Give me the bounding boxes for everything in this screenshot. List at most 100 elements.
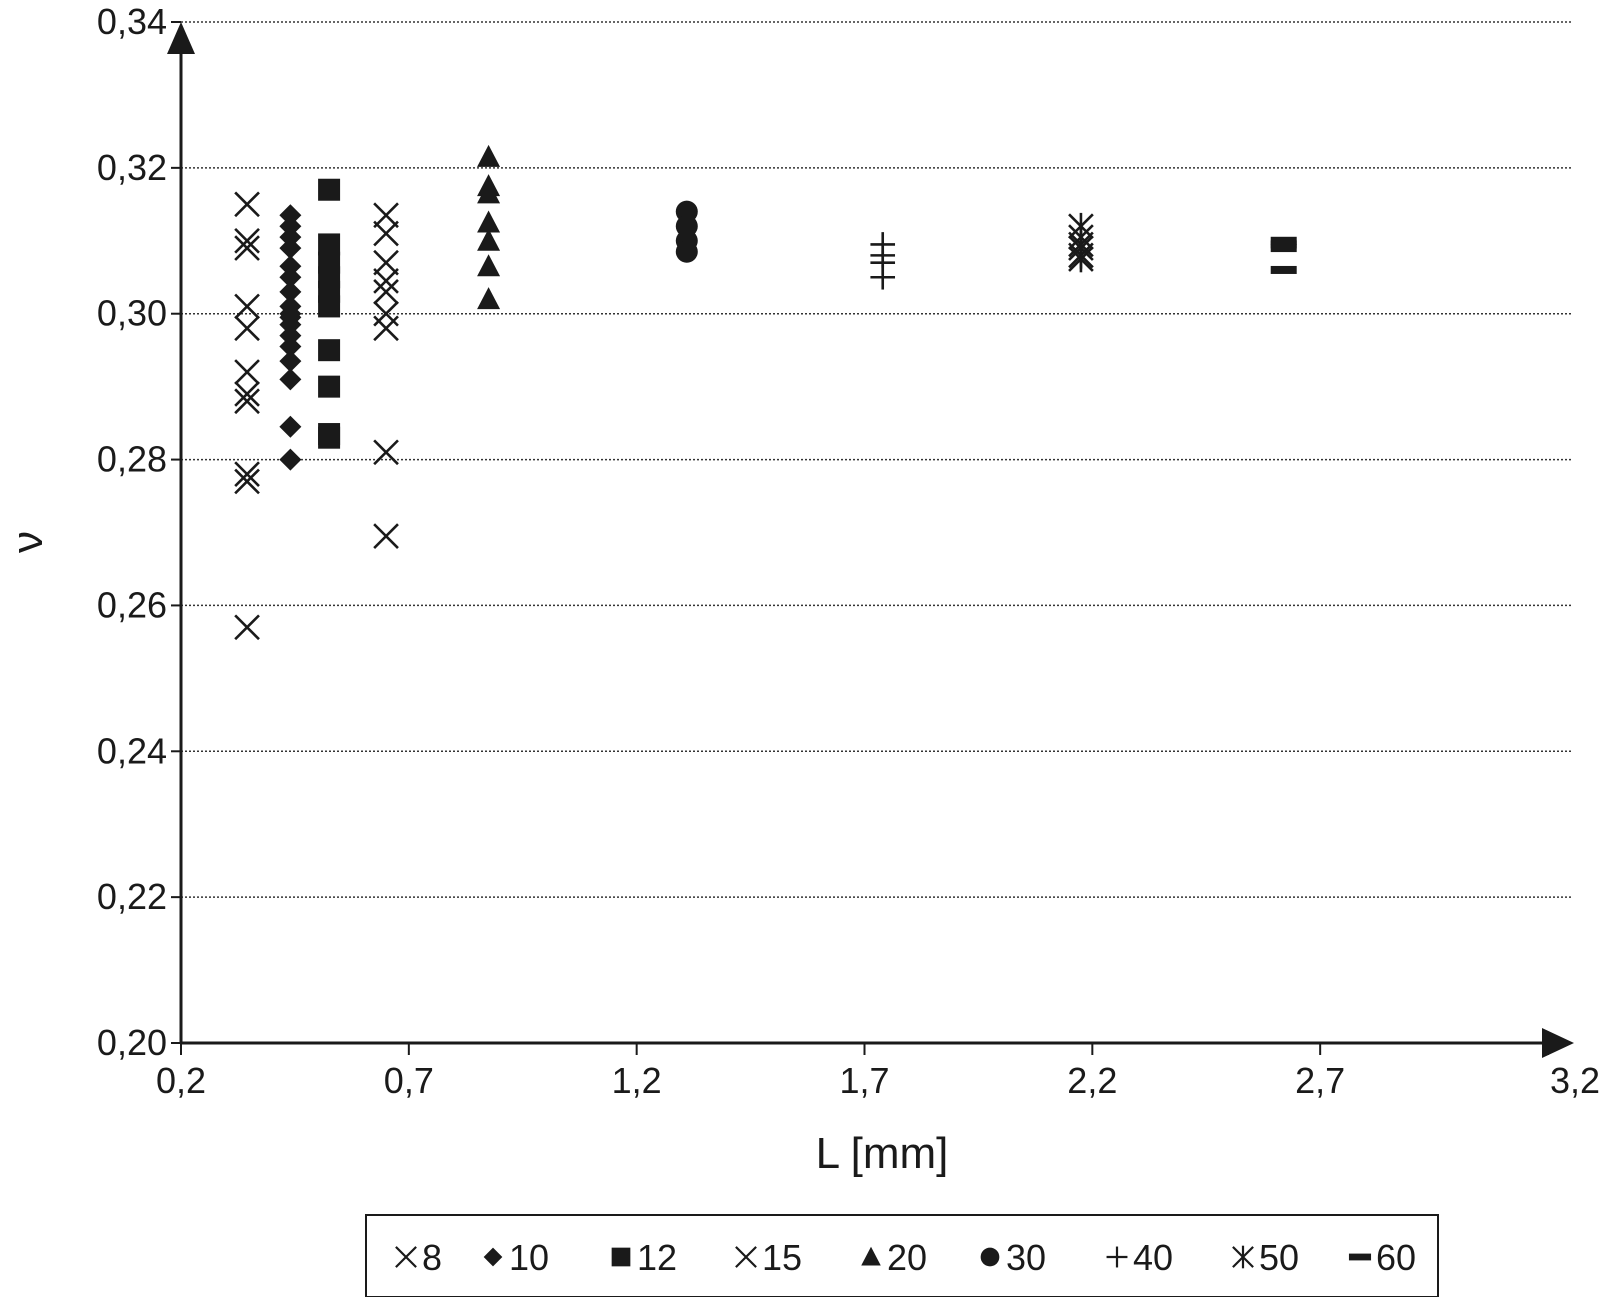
axes xyxy=(167,22,1574,1058)
point-series-60 xyxy=(1270,244,1297,253)
legend-label: 30 xyxy=(1006,1237,1046,1278)
grid-lines xyxy=(181,21,1572,898)
point-series-12 xyxy=(318,339,341,362)
legend-marker xyxy=(1348,1253,1372,1261)
point-series-60 xyxy=(1270,265,1297,274)
legend-item-60: 60 xyxy=(1348,1237,1416,1278)
series-10 xyxy=(279,204,302,471)
x-axis-title: L [mm] xyxy=(816,1129,949,1178)
series-40 xyxy=(870,232,896,290)
point-series-8 xyxy=(234,359,260,385)
legend: 8 10 12 15 20 30 40 50 60 xyxy=(365,1214,1439,1297)
point-series-30 xyxy=(675,240,698,263)
x-tick-label: 0,2 xyxy=(156,1060,206,1101)
point-series-10 xyxy=(279,306,302,329)
point-series-20 xyxy=(477,181,501,204)
legend-label: 20 xyxy=(887,1237,927,1278)
legend-label: 60 xyxy=(1376,1237,1416,1278)
y-tick-label: 0,30 xyxy=(97,293,167,334)
point-series-20 xyxy=(477,144,501,167)
point-series-10 xyxy=(279,448,302,471)
point-series-10 xyxy=(279,350,302,373)
point-series-10 xyxy=(279,415,302,438)
legend-item-15: 15 xyxy=(735,1237,802,1278)
legend-marker xyxy=(1232,1245,1254,1269)
point-series-15 xyxy=(373,315,399,342)
legend-marker xyxy=(861,1246,881,1266)
y-tick-label: 0,20 xyxy=(97,1022,167,1063)
x-tick-label: 0,7 xyxy=(384,1060,434,1101)
series-60 xyxy=(1270,236,1297,274)
point-series-15 xyxy=(373,220,399,247)
point-series-12 xyxy=(318,178,341,201)
point-series-8 xyxy=(234,235,260,261)
series-15 xyxy=(373,202,399,549)
point-series-15 xyxy=(373,439,399,466)
legend-marker xyxy=(611,1247,631,1267)
point-series-50 xyxy=(1068,245,1094,273)
point-series-20 xyxy=(477,254,501,277)
legend-item-8: 8 xyxy=(395,1237,442,1278)
point-series-8 xyxy=(234,227,260,254)
legend-item-12: 12 xyxy=(611,1237,677,1278)
x-tick-label: 1,2 xyxy=(612,1060,662,1101)
x-axis-arrow xyxy=(1542,1028,1574,1058)
legend-label: 10 xyxy=(509,1237,549,1278)
point-series-15 xyxy=(373,249,399,276)
point-series-8 xyxy=(234,191,260,218)
y-tick-label: 0,26 xyxy=(97,584,167,625)
point-series-10 xyxy=(279,280,302,303)
legend-item-50: 50 xyxy=(1232,1237,1299,1278)
x-tick-label: 3,2 xyxy=(1550,1060,1600,1101)
point-series-8 xyxy=(234,388,260,415)
point-series-10 xyxy=(279,335,302,358)
legend-marker xyxy=(395,1246,417,1268)
point-series-8 xyxy=(234,293,260,320)
y-tick-label: 0,22 xyxy=(97,876,167,917)
point-series-20 xyxy=(477,210,501,233)
point-series-40 xyxy=(870,264,896,290)
point-series-20 xyxy=(477,287,501,310)
legend-marker xyxy=(1106,1246,1128,1268)
legend-label: 8 xyxy=(422,1237,442,1278)
y-axis-title: ν xyxy=(3,531,52,553)
legend-label: 50 xyxy=(1259,1237,1299,1278)
point-series-15 xyxy=(373,268,399,294)
tick-labels: 0,20 0,22 0,24 0,26 0,28 0,30 0,32 0,34 0,2 0,7 1,… xyxy=(97,1,1600,1101)
point-series-8 xyxy=(234,468,260,495)
y-axis-arrow xyxy=(167,22,195,54)
point-series-8 xyxy=(234,381,260,407)
y-tick-label: 0,24 xyxy=(97,730,167,771)
series-12 xyxy=(318,178,341,449)
legend-marker xyxy=(980,1247,1000,1267)
point-series-15 xyxy=(373,278,399,305)
legend-label: 40 xyxy=(1133,1237,1173,1278)
legend-item-20: 20 xyxy=(861,1237,927,1278)
point-series-15 xyxy=(373,523,399,549)
x-tick-label: 1,7 xyxy=(839,1060,889,1101)
legend-item-30: 30 xyxy=(980,1237,1046,1278)
point-series-10 xyxy=(279,368,302,391)
point-series-8 xyxy=(234,614,260,641)
y-tick-label: 0,34 xyxy=(97,1,167,42)
x-tick-label: 2,2 xyxy=(1067,1060,1117,1101)
legend-box xyxy=(365,1214,1439,1297)
legend-label: 15 xyxy=(762,1237,802,1278)
point-series-10 xyxy=(279,266,302,289)
legend-label: 12 xyxy=(637,1237,677,1278)
point-series-20 xyxy=(477,228,501,251)
series-50 xyxy=(1068,212,1094,273)
series-20 xyxy=(477,144,501,310)
point-series-10 xyxy=(279,237,302,260)
legend-marker xyxy=(735,1246,757,1268)
series-30 xyxy=(675,200,698,263)
point-series-8 xyxy=(234,461,260,487)
point-series-8 xyxy=(234,315,260,342)
x-tick-label: 2,7 xyxy=(1295,1060,1345,1101)
data-points xyxy=(234,144,1297,641)
point-series-15 xyxy=(373,202,399,229)
y-tick-label: 0,28 xyxy=(97,439,167,480)
point-series-12 xyxy=(318,375,341,398)
legend-item-40: 40 xyxy=(1106,1237,1173,1278)
y-tick-label: 0,32 xyxy=(97,147,167,188)
